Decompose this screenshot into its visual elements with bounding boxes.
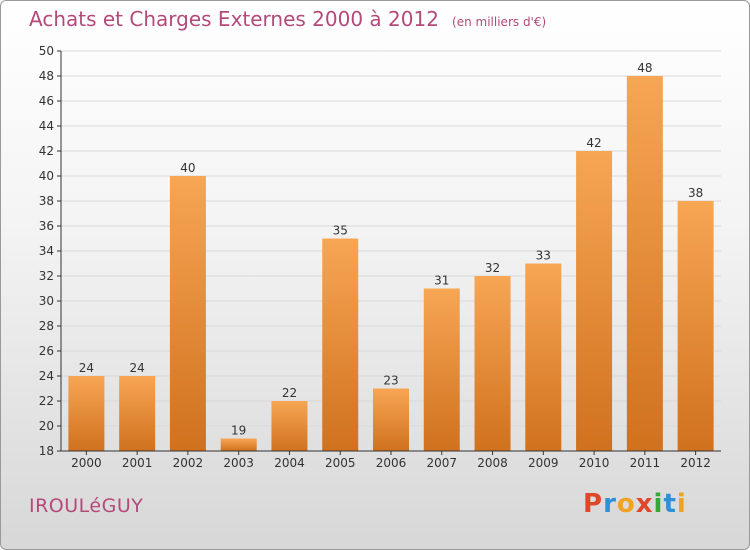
x-tick-label: 2010 — [579, 456, 610, 470]
y-tick-label: 40 — [39, 169, 54, 183]
x-tick-label: 2000 — [71, 456, 102, 470]
bar-2007 — [423, 288, 460, 451]
x-tick-label: 2004 — [274, 456, 305, 470]
bar-2012 — [677, 201, 714, 451]
bar-2004 — [271, 401, 308, 451]
proxiti-logo: Proxiti — [583, 489, 687, 519]
x-tick-label: 2006 — [376, 456, 407, 470]
value-label: 35 — [333, 224, 348, 238]
bar-2006 — [373, 388, 409, 451]
y-tick-label: 28 — [39, 319, 54, 333]
value-label: 19 — [231, 424, 246, 438]
y-tick-label: 32 — [39, 269, 54, 283]
x-tick-label: 2009 — [528, 456, 559, 470]
chart-title-main: Achats et Charges Externes 2000 à 2012 — [29, 7, 439, 31]
bar-2001 — [119, 376, 156, 451]
x-tick-label: 2003 — [223, 456, 254, 470]
logo-letter: i — [676, 489, 687, 519]
value-label: 23 — [383, 374, 398, 388]
y-tick-label: 20 — [39, 419, 54, 433]
chart-title: Achats et Charges Externes 2000 à 2012 (… — [29, 7, 546, 31]
logo-letter: t — [663, 489, 677, 519]
commune-name: IROULéGUY — [29, 495, 144, 517]
y-tick-label: 46 — [39, 94, 54, 108]
x-tick-label: 2005 — [325, 456, 356, 470]
value-label: 33 — [536, 249, 551, 263]
value-label: 48 — [637, 61, 652, 75]
logo-letter: P — [583, 489, 604, 519]
x-tick-label: 2011 — [630, 456, 661, 470]
value-label: 38 — [688, 186, 703, 200]
bar-2009 — [525, 263, 562, 451]
y-tick-label: 44 — [39, 119, 54, 133]
y-tick-label: 48 — [39, 69, 54, 83]
bar-2011 — [626, 76, 663, 451]
value-label: 31 — [434, 274, 449, 288]
x-tick-label: 2002 — [173, 456, 204, 470]
y-tick-label: 30 — [39, 294, 54, 308]
bar-2008 — [474, 276, 511, 451]
y-tick-label: 50 — [39, 44, 54, 58]
y-tick-label: 18 — [39, 444, 54, 458]
bar-2002 — [169, 176, 206, 451]
bar-2000 — [68, 376, 105, 451]
x-tick-label: 2007 — [426, 456, 457, 470]
y-tick-label: 42 — [39, 144, 54, 158]
logo-letter: r — [603, 489, 617, 519]
x-tick-label: 2001 — [122, 456, 153, 470]
value-label: 24 — [79, 361, 94, 375]
x-tick-label: 2008 — [477, 456, 508, 470]
y-tick-label: 38 — [39, 194, 54, 208]
bar-2005 — [322, 238, 359, 451]
logo-letter: i — [653, 489, 664, 519]
value-label: 22 — [282, 386, 297, 400]
y-tick-label: 26 — [39, 344, 54, 358]
y-tick-label: 36 — [39, 219, 54, 233]
value-label: 32 — [485, 261, 500, 275]
bar-2010 — [576, 151, 613, 451]
y-tick-label: 24 — [39, 369, 54, 383]
logo-letter: o — [616, 489, 636, 519]
logo-letter: x — [635, 489, 654, 519]
value-label: 42 — [586, 136, 601, 150]
value-label: 40 — [180, 161, 195, 175]
bar-2003 — [220, 438, 257, 451]
y-tick-label: 22 — [39, 394, 54, 408]
chart-title-unit: (en milliers d'€) — [452, 15, 547, 29]
value-label: 24 — [130, 361, 145, 375]
x-tick-label: 2012 — [680, 456, 711, 470]
y-tick-label: 34 — [39, 244, 54, 258]
